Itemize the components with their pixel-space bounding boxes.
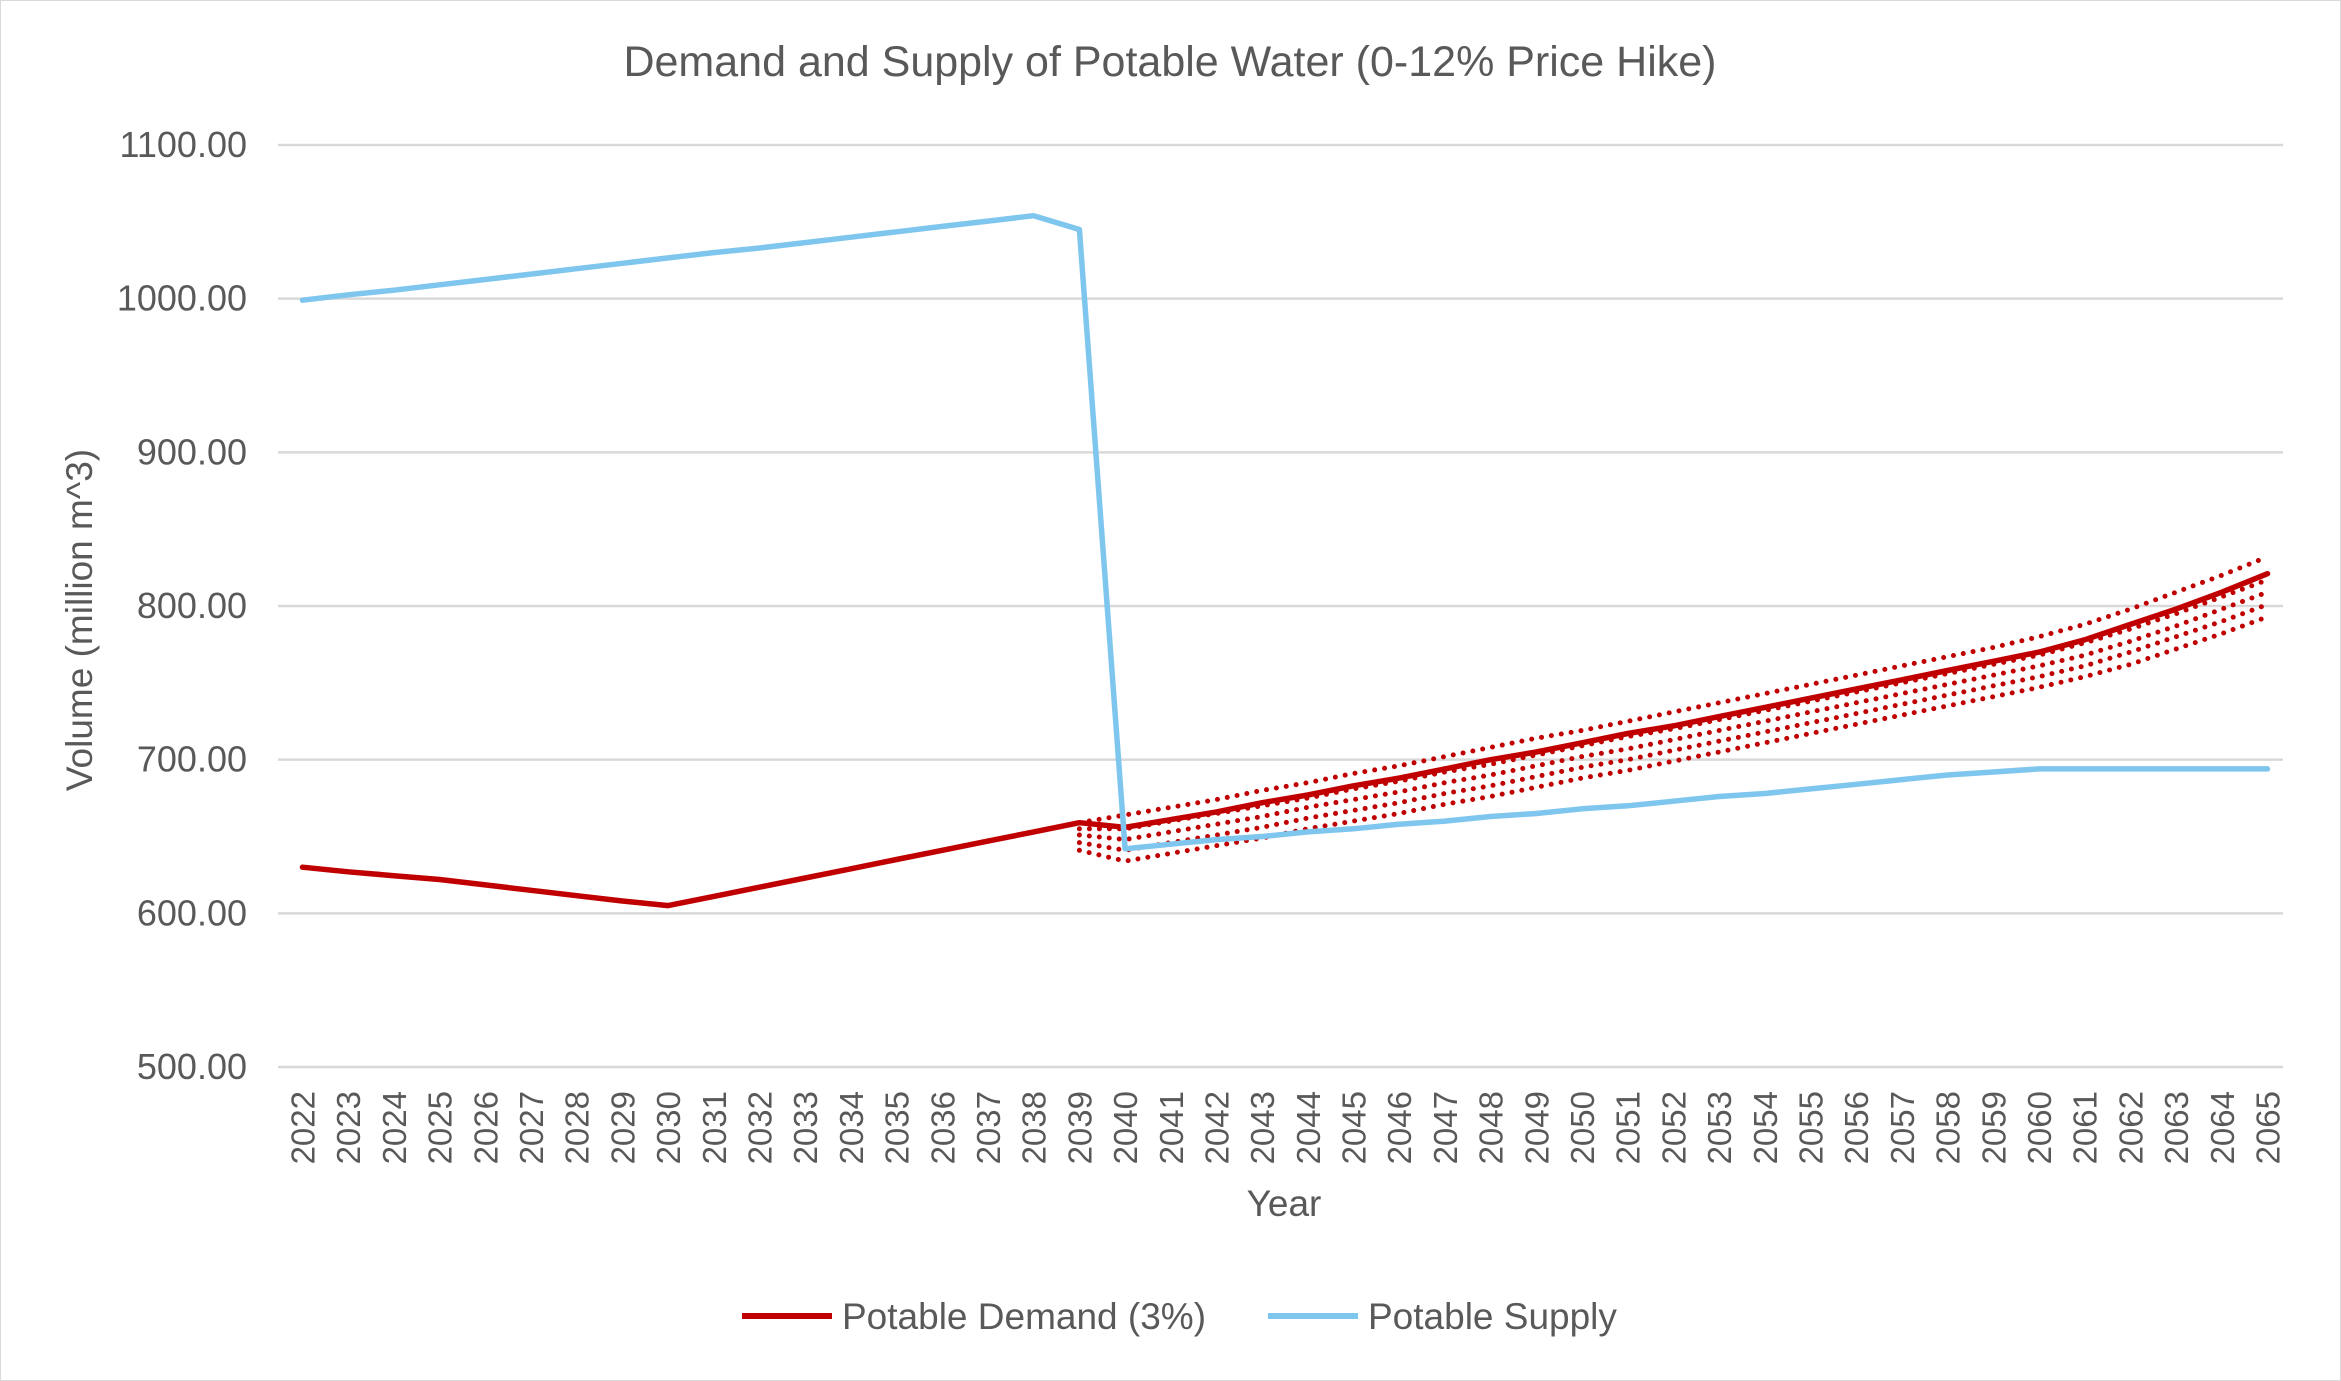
- y-tick-label: 800.00: [137, 585, 247, 626]
- x-tick-label: 2047: [1427, 1091, 1464, 1164]
- x-tick-label: 2039: [1061, 1091, 1098, 1164]
- x-tick-label: 2057: [1884, 1091, 1921, 1164]
- series-lines: [299, 212, 2271, 909]
- x-tick-label: 2056: [1838, 1091, 1875, 1164]
- y-tick-label: 700.00: [137, 739, 247, 780]
- x-tick-labels: 2022 2023 2024 2025 2026 2027 2028 2029 2030 2031…: [285, 1091, 2287, 1164]
- legend-label: Potable Demand (3%): [842, 1296, 1206, 1337]
- legend-label: Potable Supply: [1368, 1296, 1617, 1337]
- series-line-potable-demand: [299, 570, 2271, 909]
- x-tick-label: 2052: [1655, 1091, 1692, 1164]
- x-tick-label: 2033: [787, 1091, 824, 1164]
- chart-title: Demand and Supply of Potable Water (0-12…: [623, 38, 1716, 86]
- x-tick-label: 2032: [741, 1091, 778, 1164]
- x-tick-label: 2065: [2250, 1091, 2287, 1164]
- y-tick-label: 1100.00: [120, 124, 247, 165]
- demand-scenario-line: [1076, 554, 2270, 826]
- demand-scenario-line: [1076, 577, 2270, 832]
- x-tick-label: 2034: [833, 1091, 870, 1164]
- x-tick-label: 2031: [696, 1091, 733, 1164]
- x-tick-label: 2036: [924, 1091, 961, 1164]
- y-tick-labels: 500.00 600.00 700.00 800.00 900.00 1000.00 110…: [117, 124, 247, 1087]
- x-tick-label: 2048: [1473, 1091, 1510, 1164]
- series-line-potable-supply: [299, 212, 2271, 852]
- x-tick-label: 2024: [376, 1091, 413, 1164]
- x-tick-label: 2023: [330, 1091, 367, 1164]
- x-tick-label: 2058: [1930, 1091, 1967, 1164]
- x-tick-label: 2037: [970, 1091, 1007, 1164]
- x-tick-label: 2055: [1793, 1091, 1830, 1164]
- x-tick-label: 2045: [1336, 1091, 1373, 1164]
- y-axis-label: Volume (million m^3): [59, 449, 100, 791]
- x-tick-label: 2038: [1016, 1091, 1053, 1164]
- x-tick-label: 2028: [559, 1091, 596, 1164]
- x-tick-label: 2042: [1198, 1091, 1235, 1164]
- x-tick-label: 2051: [1610, 1091, 1647, 1164]
- x-tick-label: 2044: [1290, 1091, 1327, 1164]
- x-tick-label: 2027: [513, 1091, 550, 1164]
- x-tick-label: 2049: [1518, 1091, 1555, 1164]
- legend: Potable Demand (3%) Potable Supply: [742, 1296, 1617, 1337]
- y-tick-label: 1000.00: [117, 278, 247, 319]
- x-tick-label: 2063: [2158, 1091, 2195, 1164]
- x-tick-label: 2043: [1244, 1091, 1281, 1164]
- x-tick-label: 2061: [2067, 1091, 2104, 1164]
- demand-scenario-line: [1076, 589, 2270, 843]
- x-tick-label: 2030: [650, 1091, 687, 1164]
- x-tick-label: 2025: [422, 1091, 459, 1164]
- demand-scenario-line: [1076, 602, 2270, 853]
- x-tick-label: 2059: [1975, 1091, 2012, 1164]
- x-tick-label: 2040: [1107, 1091, 1144, 1164]
- gridlines: [278, 143, 2283, 1069]
- y-tick-label: 900.00: [137, 431, 247, 472]
- x-tick-label: 2053: [1701, 1091, 1738, 1164]
- x-tick-label: 2029: [604, 1091, 641, 1164]
- y-tick-label: 600.00: [137, 892, 247, 933]
- x-tick-label: 2064: [2204, 1091, 2241, 1164]
- x-tick-label: 2041: [1153, 1091, 1190, 1164]
- x-axis-label: Year: [1247, 1183, 1322, 1224]
- x-tick-label: 2022: [285, 1091, 322, 1164]
- demand-scenario-lines: [1076, 554, 2270, 864]
- x-tick-label: 2054: [1747, 1091, 1784, 1164]
- x-tick-label: 2046: [1381, 1091, 1418, 1164]
- y-tick-label: 500.00: [137, 1046, 247, 1087]
- x-tick-label: 2050: [1564, 1091, 1601, 1164]
- x-tick-label: 2060: [2021, 1091, 2058, 1164]
- x-tick-label: 2035: [879, 1091, 916, 1164]
- x-tick-label: 2026: [467, 1091, 504, 1164]
- x-tick-label: 2062: [2112, 1091, 2149, 1164]
